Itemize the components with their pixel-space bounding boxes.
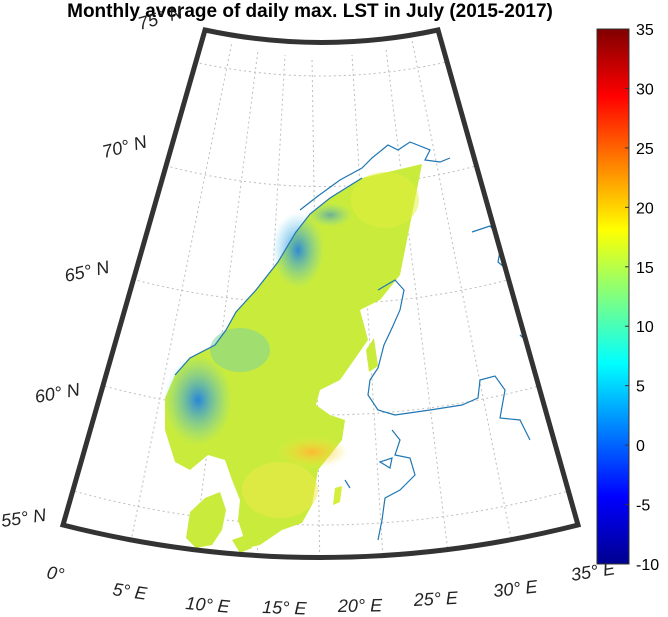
graticule-meridian (191, 49, 259, 558)
colorbar-tick-label: 35 (636, 22, 654, 39)
coastlines (174, 141, 531, 541)
colorbar-tick-label: -10 (636, 557, 659, 574)
map-frame (59, 27, 582, 560)
colorbar-tick-label: 10 (636, 319, 654, 336)
latitude-label: 70° N (100, 131, 150, 162)
colorbar-tick-label: 5 (636, 379, 645, 396)
latitude-label: 55° N (0, 505, 48, 531)
coastline-gulf-finland (394, 375, 531, 441)
graticule-parallel (69, 489, 573, 526)
graticule-parallel (99, 384, 544, 416)
coastline-norway-outline (174, 177, 363, 376)
longitude-label: 0° (45, 562, 65, 585)
zealand-landmass (232, 535, 252, 553)
colorbar-tick-label: 15 (636, 260, 654, 277)
scandinavia-landmass (165, 164, 422, 548)
colorbar-tick-label: 20 (636, 200, 654, 217)
colorbar-tick-label: 0 (636, 438, 645, 455)
longitude-label: 20° E (337, 595, 384, 616)
longitude-label: 15° E (262, 597, 308, 617)
graticule-meridian (351, 54, 385, 558)
land-scandinavia (164, 164, 422, 553)
colorbar-tick-label: -5 (636, 498, 650, 515)
longitude-label: 5° E (111, 579, 149, 604)
longitude-label: 10° E (185, 593, 232, 617)
latitude-label: 75° N (136, 2, 186, 34)
latitude-label: 60° N (33, 379, 82, 407)
graticule-parallel (184, 59, 456, 77)
colorbar-ticks: 35 30 25 20 15 10 5 0 -5 -10 (625, 22, 659, 574)
graticule-meridian (411, 39, 515, 554)
longitude-label: 30° E (492, 576, 539, 601)
figure-title: Monthly average of daily max. LST in Jul… (67, 1, 553, 22)
finland-sliver (366, 338, 378, 372)
colorbar-tick-label: 30 (636, 81, 654, 98)
denmark-landmass (186, 492, 226, 548)
longitude-label: 25° E (412, 588, 459, 610)
coastline-bothnia (367, 279, 405, 416)
coastline-north (299, 141, 451, 211)
graticule-parallel (155, 162, 488, 187)
latitude-label: 65° N (63, 257, 112, 286)
gotland-landmass (333, 486, 342, 505)
coastline-baltics (377, 429, 416, 541)
graticule-meridian (385, 48, 451, 558)
colorbar-tick-label: 25 (636, 141, 654, 158)
longitude-labels: 0°5° E10° E 15° E 20° E 25° E 30° E35° E (45, 558, 617, 617)
latitude-labels: 55° N 60° N 65° N 70° N 75° N (0, 2, 186, 531)
colorbar: 35 30 25 20 15 10 5 0 -5 -10 (596, 22, 659, 574)
colorbar-gradient (596, 28, 630, 565)
